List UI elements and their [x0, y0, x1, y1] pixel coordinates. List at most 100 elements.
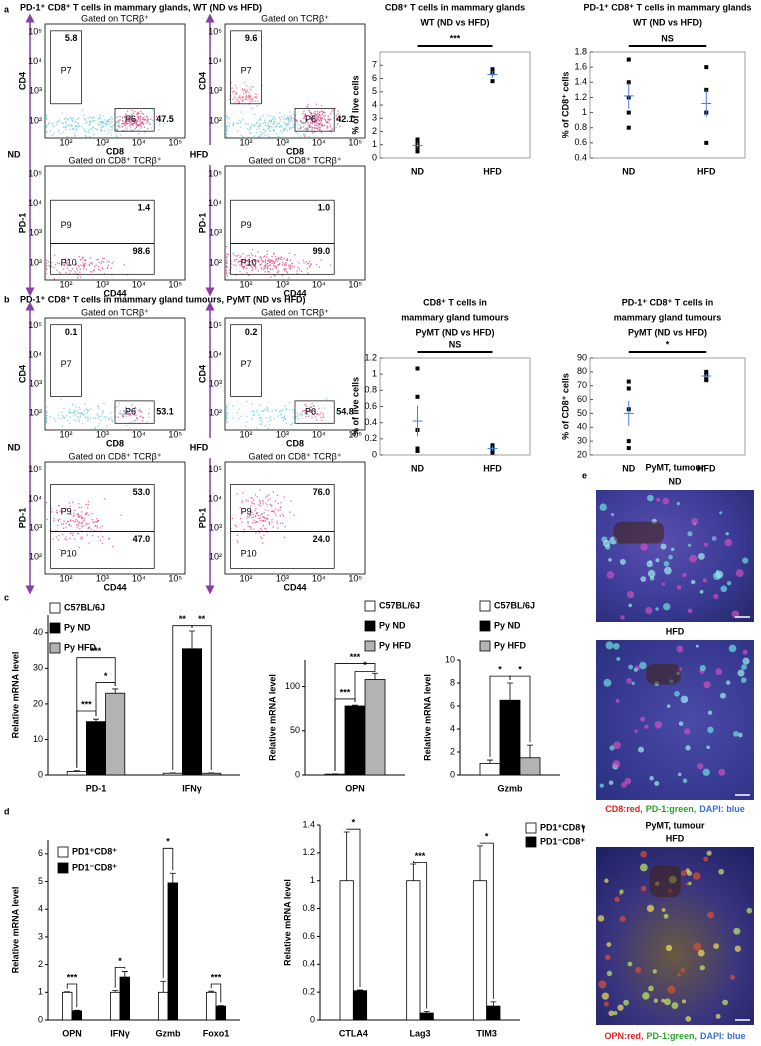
- event-dot: [259, 124, 262, 126]
- event-dot: [250, 513, 252, 516]
- event-dot: [46, 126, 48, 129]
- y-tick-label: 10⁴: [28, 198, 42, 208]
- y-tick-label: 10: [445, 654, 455, 664]
- y-tick-label: 10⁴: [208, 56, 222, 66]
- event-dot: [264, 134, 266, 137]
- event-dot: [57, 131, 60, 133]
- event-dot: [267, 128, 270, 130]
- event-dot: [244, 90, 247, 92]
- y-tick-label: 40: [33, 627, 43, 637]
- y-axis-label: CD4: [17, 72, 27, 90]
- event-dot: [310, 122, 312, 124]
- event-dot: [265, 528, 267, 530]
- event-dot: [226, 259, 228, 261]
- event-dot: [290, 115, 292, 117]
- cell: [601, 992, 609, 1000]
- event-dot: [285, 409, 287, 411]
- event-dot: [248, 96, 250, 99]
- cell: [646, 904, 655, 913]
- event-dot: [278, 258, 280, 260]
- cell: [687, 608, 693, 614]
- gate-title: Gated on CD8⁺ TCRβ⁺: [68, 451, 161, 461]
- event-dot: [81, 522, 83, 524]
- event-dot: [152, 119, 154, 121]
- event-dot: [263, 516, 265, 519]
- event-dot: [276, 123, 278, 125]
- event-dot: [121, 123, 123, 125]
- event-dot: [234, 254, 236, 257]
- event-dot: [282, 515, 285, 517]
- y-tick-label: 10⁴: [28, 493, 42, 503]
- cell: [713, 593, 719, 600]
- event-dot: [46, 518, 48, 521]
- event-dot: [247, 123, 249, 125]
- event-dot: [108, 418, 110, 421]
- event-dot: [320, 131, 323, 133]
- event-dot: [278, 264, 280, 266]
- event-dot: [264, 265, 267, 268]
- event-dot: [311, 120, 314, 122]
- event-dot: [132, 129, 134, 131]
- y-tick-label: 1.2: [302, 847, 315, 857]
- cell: [628, 603, 632, 608]
- cell: [699, 965, 705, 971]
- panel-title: PD-1⁺ CD8⁺ T cells in mammary glands, WT…: [20, 2, 262, 12]
- event-dot: [304, 135, 306, 138]
- event-dot: [259, 514, 261, 517]
- event-dot: [249, 526, 252, 528]
- event-dot: [90, 417, 92, 419]
- gate: [50, 243, 155, 275]
- event-dot: [239, 126, 241, 129]
- event-dot: [319, 114, 321, 117]
- event-dot: [78, 420, 80, 423]
- event-dot: [68, 269, 70, 271]
- cell: [724, 538, 733, 547]
- event-dot: [251, 261, 253, 263]
- event-dot: [274, 117, 276, 120]
- y-tick-label: 10³: [29, 228, 42, 238]
- event-dot: [137, 120, 139, 122]
- event-dot: [133, 413, 135, 416]
- event-dot: [101, 130, 103, 132]
- dark-region: [646, 663, 681, 685]
- x-tick-label: 10²: [239, 279, 252, 289]
- event-dot: [305, 119, 308, 122]
- event-dot: [309, 125, 311, 127]
- event-dot: [100, 262, 103, 264]
- y-axis-label: PD-1: [197, 213, 207, 234]
- event-dot: [53, 278, 56, 280]
- label-backdrop: [186, 145, 212, 165]
- y-tick-label: 0.2: [364, 433, 377, 443]
- event-dot: [241, 521, 243, 523]
- event-dot: [242, 96, 244, 98]
- x-tick-label: 10⁵: [348, 137, 362, 147]
- event-dot: [259, 122, 261, 124]
- x-tick-label: 10³: [276, 137, 289, 147]
- gate-name: P6: [125, 406, 136, 416]
- error-bar: [423, 1011, 430, 1014]
- event-dot: [60, 263, 63, 266]
- event-dot: [266, 266, 268, 269]
- event-dot: [226, 115, 228, 117]
- event-dot: [308, 415, 310, 417]
- condition-label: ND: [669, 476, 682, 486]
- event-dot: [76, 272, 78, 275]
- event-dot: [245, 94, 247, 97]
- panel-label: b: [4, 294, 10, 304]
- event-dot: [101, 542, 104, 545]
- cell: [604, 878, 609, 883]
- event-dot: [313, 413, 315, 416]
- y-tick-label: 10²: [29, 115, 42, 125]
- event-dot: [304, 404, 306, 406]
- event-dot: [262, 114, 264, 117]
- y-tick-label: 10⁴: [208, 493, 222, 503]
- event-dot: [315, 103, 318, 105]
- event-dot: [136, 113, 139, 115]
- event-dot: [291, 266, 293, 268]
- event-dot: [290, 500, 292, 502]
- event-dot: [66, 415, 68, 417]
- event-dot: [87, 501, 89, 503]
- cell: [661, 908, 666, 912]
- event-dot: [269, 259, 271, 261]
- event-dot: [76, 533, 79, 535]
